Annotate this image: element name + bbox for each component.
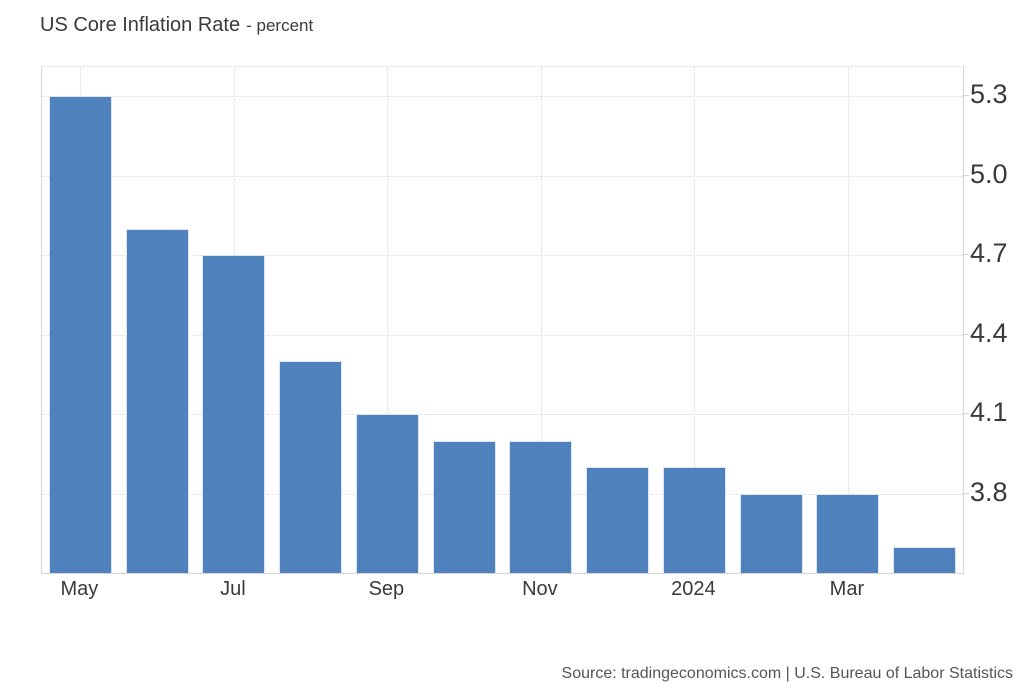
y-axis-tickmark [962, 254, 969, 256]
bar-jun-2023 [125, 228, 189, 573]
h-gridline [42, 96, 963, 98]
y-axis-label: 4.4 [970, 317, 1008, 348]
y-axis-label: 5.3 [970, 78, 1008, 109]
x-axis-label: 2024 [671, 578, 716, 600]
bar-jul-2023 [202, 255, 266, 573]
v-gridline [387, 67, 389, 573]
chart-title: US Core Inflation Rate [40, 14, 241, 36]
h-gridline [42, 175, 963, 177]
y-axis-tickmark [962, 174, 969, 176]
source-attribution: Source: tradingeconomics.com | U.S. Bure… [561, 665, 1013, 682]
chart-subtitle: - percent [246, 16, 314, 35]
bar-oct-2023 [432, 440, 496, 573]
y-axis-tickmark [962, 333, 969, 335]
x-axis-label: May [60, 578, 99, 600]
y-axis-tickmark [962, 492, 969, 494]
v-gridline [847, 67, 849, 573]
bar-may-2023 [48, 96, 112, 573]
y-axis-label: 3.8 [970, 476, 1008, 507]
plot-area [41, 66, 964, 574]
bar-jan-2024 [662, 467, 726, 573]
bar-nov-2023 [509, 440, 573, 573]
y-axis-tickmark [962, 413, 969, 414]
bar-apr-2024 [893, 546, 957, 573]
v-gridline [540, 67, 542, 573]
h-gridline [42, 255, 963, 257]
bar-dec-2023 [586, 467, 650, 573]
h-gridline [42, 414, 963, 415]
y-axis-label: 4.7 [970, 237, 1008, 268]
bar-aug-2023 [279, 361, 343, 573]
y-axis-label: 4.1 [970, 396, 1008, 427]
h-gridline [42, 493, 963, 495]
chart-header: US Core Inflation Rate - percent [40, 14, 313, 37]
bar-sep-2023 [355, 414, 419, 573]
x-axis-label: Sep [368, 578, 405, 600]
y-axis-tickmark [962, 95, 969, 97]
x-axis-label: Jul [220, 578, 246, 600]
x-axis-label: Nov [522, 578, 558, 600]
h-gridline [42, 334, 963, 336]
x-axis-label: Mar [829, 578, 865, 600]
bar-feb-2024 [739, 493, 803, 573]
v-gridline [694, 67, 696, 573]
y-axis-label: 5.0 [970, 158, 1008, 189]
bar-mar-2024 [816, 493, 880, 573]
